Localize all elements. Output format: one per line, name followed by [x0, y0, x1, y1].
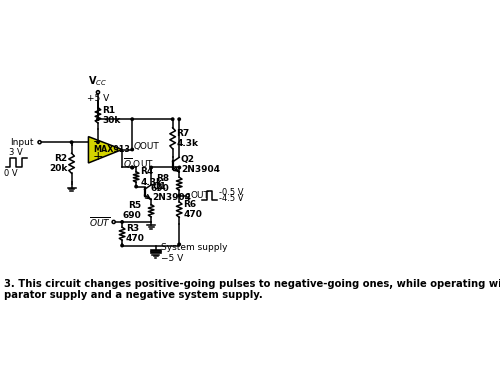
- Text: 3. This circuit changes positive-going pulses to negative-going ones, while oper: 3. This circuit changes positive-going p…: [4, 279, 500, 300]
- Text: -0.5 V: -0.5 V: [218, 188, 243, 197]
- Text: +5 V: +5 V: [87, 94, 109, 103]
- Text: 3 V: 3 V: [9, 148, 22, 157]
- Circle shape: [96, 118, 99, 121]
- Text: +: +: [92, 150, 103, 163]
- Text: R5
690: R5 690: [122, 201, 141, 220]
- Circle shape: [178, 194, 180, 197]
- Text: R6
470: R6 470: [183, 200, 202, 219]
- Polygon shape: [88, 137, 122, 163]
- Circle shape: [121, 221, 124, 223]
- Text: Q1
2N3904: Q1 2N3904: [152, 183, 192, 202]
- Text: R2
20k: R2 20k: [50, 154, 68, 173]
- Text: MAX913: MAX913: [94, 145, 130, 154]
- Circle shape: [135, 186, 138, 188]
- Circle shape: [178, 243, 180, 246]
- Text: Input: Input: [10, 138, 34, 147]
- Circle shape: [96, 91, 100, 94]
- Circle shape: [150, 166, 152, 169]
- Text: OUT: OUT: [136, 142, 158, 151]
- Circle shape: [131, 148, 134, 151]
- Circle shape: [178, 166, 180, 169]
- Circle shape: [172, 118, 174, 121]
- Text: $\overline{OUT}$: $\overline{OUT}$: [89, 215, 111, 229]
- Text: R8
690: R8 690: [150, 174, 169, 193]
- Circle shape: [131, 166, 134, 169]
- Circle shape: [131, 166, 134, 169]
- Text: R7
4.3k: R7 4.3k: [176, 129, 199, 148]
- Text: V$_{{CC}}$: V$_{{CC}}$: [88, 75, 108, 88]
- Text: $\overline{Q}$ OUT: $\overline{Q}$ OUT: [123, 156, 154, 171]
- Text: Q2
2N3904: Q2 2N3904: [181, 155, 220, 174]
- Circle shape: [178, 118, 180, 121]
- Text: System supply
−5 V: System supply −5 V: [162, 243, 228, 263]
- Text: R3
470: R3 470: [126, 224, 145, 243]
- Circle shape: [112, 220, 116, 223]
- Text: OUT: OUT: [190, 191, 210, 200]
- Circle shape: [131, 118, 134, 121]
- Text: R4
4.3k: R4 4.3k: [140, 167, 162, 187]
- Circle shape: [121, 244, 124, 247]
- Text: 0 V: 0 V: [4, 169, 18, 178]
- Circle shape: [96, 141, 99, 144]
- Circle shape: [186, 194, 189, 197]
- Text: R1
30k: R1 30k: [102, 106, 120, 125]
- Text: −: −: [92, 136, 103, 149]
- Text: Q: Q: [134, 142, 140, 151]
- Circle shape: [70, 141, 73, 144]
- Text: -4.5 V: -4.5 V: [218, 194, 243, 203]
- Circle shape: [38, 141, 41, 144]
